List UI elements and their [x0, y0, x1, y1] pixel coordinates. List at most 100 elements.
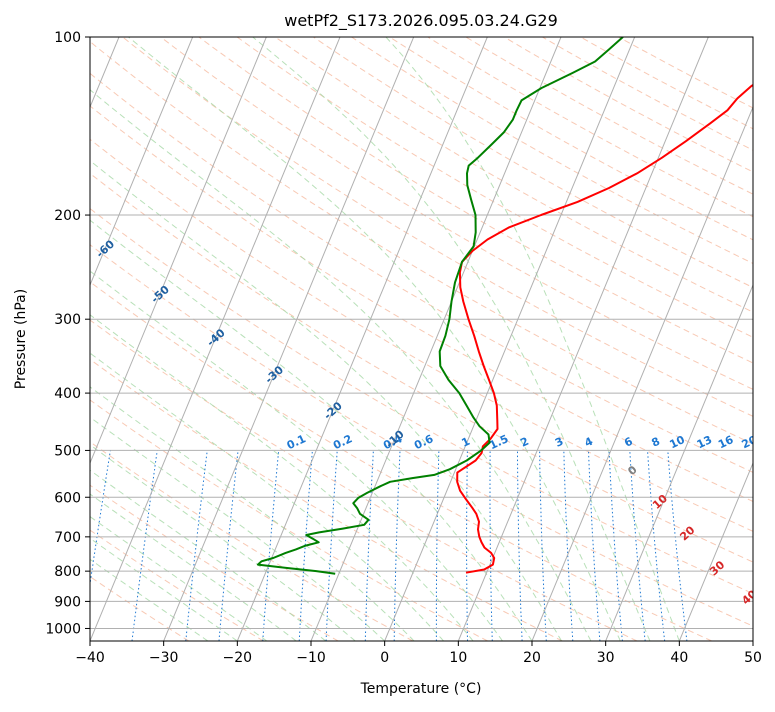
isotherm-line [164, 37, 414, 641]
mixing-ratio-label: 8 [650, 435, 662, 450]
moist-adiabat-line [386, 37, 679, 641]
mixing-ratio-label: 13 [695, 433, 714, 451]
dry-adiabat-line [466, 37, 775, 641]
mixing-ratio-line [436, 450, 439, 641]
moist-adiabat-line [253, 37, 650, 641]
moist-adiabat-line [0, 37, 208, 641]
x-axis-title: Temperature (°C) [360, 681, 482, 697]
dry-adiabat-line [428, 37, 775, 641]
mixing-ratio-label: 1.5 [487, 432, 510, 452]
mixing-ratio-label: 4 [583, 435, 596, 450]
y-tick-label: 600 [54, 490, 81, 506]
y-tick-label: 400 [54, 386, 81, 402]
isotherm-label: -80 [0, 142, 10, 165]
moist-adiabat-line [0, 37, 503, 641]
plot-frame [90, 37, 753, 641]
y-tick-label: 200 [54, 208, 81, 224]
mixing-ratio-line [365, 450, 373, 641]
dry-adiabat-line [0, 37, 562, 641]
mixing-ratio-label: 20 [740, 433, 760, 451]
mixing-ratio-label: 10 [667, 433, 687, 451]
mixing-ratio-label: 2 [518, 435, 530, 450]
moist-adiabat-line [0, 37, 473, 641]
x-tick-label: 40 [670, 650, 688, 666]
isotherm-line [753, 37, 775, 641]
moist-adiabat-label: 30 [707, 558, 727, 578]
temperature-line [457, 37, 775, 573]
mixing-ratio-line [490, 450, 492, 641]
moist-adiabat-line [0, 37, 355, 641]
mixing-ratio-line [609, 450, 622, 641]
x-tick-label: 0 [380, 650, 389, 666]
isotherm-line [606, 37, 775, 641]
mixing-ratio-line [467, 450, 468, 641]
dry-adiabat-line [161, 37, 775, 641]
moist-adiabat-line [0, 37, 562, 641]
mixing-ratio-line [668, 450, 687, 641]
series-layer [258, 37, 775, 574]
dry-adiabat-line [504, 37, 775, 641]
dry-adiabat-line [581, 37, 775, 641]
y-tick-label: 700 [54, 530, 81, 546]
mixing-ratio-labels: 0.10.20.40.611.52346810131620253036 [285, 432, 775, 452]
chart-title: wetPf2_S173.2026.095.03.24.G29 [284, 11, 558, 31]
moist-adiabats [0, 37, 679, 641]
isotherm-line [458, 37, 708, 641]
isotherm-line [16, 37, 266, 641]
y-tick-label: 300 [54, 312, 81, 328]
mixing-ratio-label: 0.6 [412, 432, 435, 452]
x-tick-label: −10 [296, 650, 326, 666]
isotherm-label: -60 [94, 237, 118, 260]
mixing-ratio-label: 3 [553, 435, 565, 450]
x-tick-label: −40 [75, 650, 105, 666]
mixing-ratio-line [589, 450, 600, 641]
isotherm-line [237, 37, 487, 641]
y-tick-label: 1000 [45, 621, 81, 637]
mixing-ratio-line [394, 450, 400, 641]
x-tick-label: −20 [223, 650, 253, 666]
y-tick-label: 500 [54, 443, 81, 459]
isobars [90, 37, 753, 628]
x-tick-label: 30 [597, 650, 615, 666]
mixing-ratio-line [219, 450, 238, 641]
mixing-ratio-lines [35, 450, 687, 641]
isotherm-line [311, 37, 561, 641]
isotherm-line [679, 37, 775, 641]
moist-adiabat-label: 10 [650, 492, 670, 512]
x-axis: −40 −30 −20 −10 0 10 20 30 40 50 [75, 641, 762, 666]
dry-adiabats [0, 37, 775, 641]
mixing-ratio-label: 1 [460, 435, 472, 450]
x-tick-label: 20 [523, 650, 541, 666]
moist-adiabat-line [0, 37, 296, 641]
mixing-ratio-label: 0.1 [285, 432, 308, 452]
mixing-ratio-line [518, 450, 523, 641]
isotherm-label: -20 [321, 399, 345, 422]
dry-adiabat-line [0, 37, 712, 641]
moist-adiabat-label: 20 [677, 523, 697, 543]
x-tick-label: 50 [744, 650, 762, 666]
dry-adiabat-line [0, 37, 488, 641]
y-tick-label: 800 [54, 564, 81, 580]
moist-adiabat-line [0, 37, 532, 641]
x-tick-label: −30 [149, 650, 179, 666]
isotherm-line [532, 37, 775, 641]
dry-adiabat-line [275, 37, 775, 641]
mixing-ratio-label: 6 [622, 435, 635, 450]
grid-layer [0, 37, 775, 641]
moist-adiabat-label: 0 [625, 463, 640, 478]
mixing-ratio-label: 16 [716, 433, 736, 451]
moist-adiabat-line [0, 37, 267, 641]
isotherm-label: -40 [204, 326, 228, 349]
dry-adiabat-line [542, 37, 775, 641]
mixing-ratio-line [82, 450, 111, 641]
y-axis-title: Pressure (hPa) [13, 289, 29, 389]
y-tick-label: 900 [54, 594, 81, 610]
moist-adiabat-line [0, 37, 385, 641]
mixing-ratio-label: 25 [763, 433, 775, 451]
moist-adiabat-line [0, 37, 326, 641]
x-tick-label: 10 [449, 650, 467, 666]
